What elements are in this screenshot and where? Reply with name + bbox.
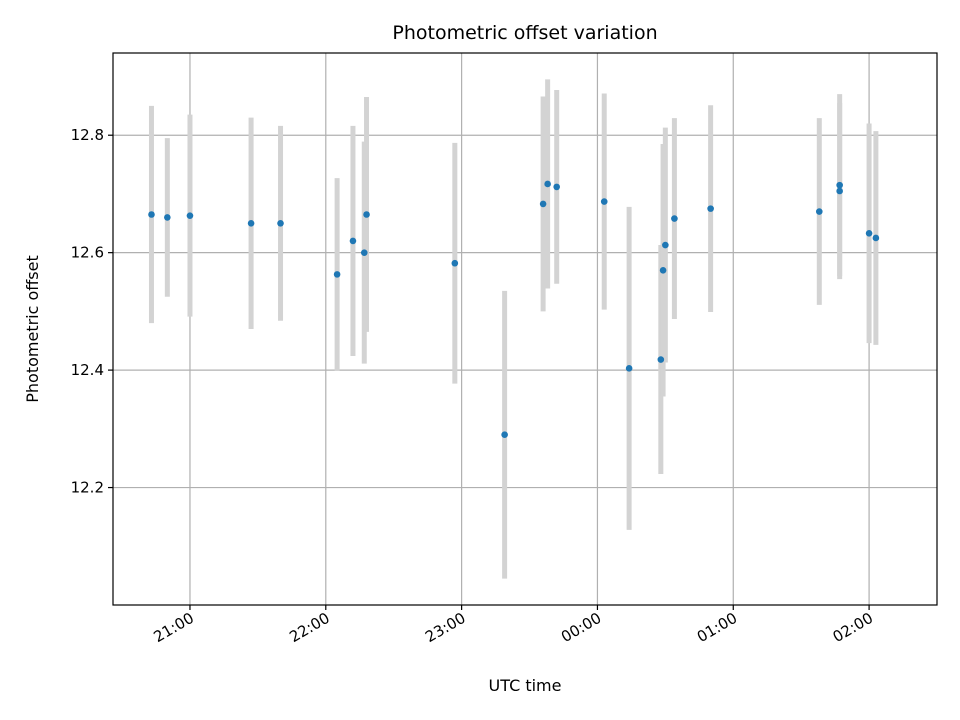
data-point <box>662 241 669 249</box>
data-point <box>247 219 255 227</box>
y-tick-label: 12.6 <box>71 244 104 262</box>
y-tick-label: 12.2 <box>71 479 104 497</box>
chart-title: Photometric offset variation <box>392 22 657 44</box>
data-point <box>671 215 678 222</box>
data-point <box>625 365 633 372</box>
data-point <box>333 271 341 278</box>
data-point <box>865 229 873 237</box>
y-axis-label: Photometric offset <box>23 255 42 403</box>
data-point <box>363 211 370 218</box>
data-point <box>600 198 608 205</box>
data-point <box>815 208 823 215</box>
data-point <box>501 431 508 439</box>
x-axis-label: UTC time <box>489 676 562 695</box>
data-point <box>872 234 880 242</box>
data-point <box>277 219 284 227</box>
y-tick-label: 12.8 <box>71 126 104 144</box>
data-point <box>349 237 357 245</box>
data-point <box>539 200 547 208</box>
plot-frame <box>112 52 938 606</box>
y-tick-label: 12.4 <box>71 361 104 379</box>
data-point <box>553 183 560 191</box>
data-point <box>836 187 843 195</box>
data-point <box>707 205 714 212</box>
y-axis-ticks: 12.2 12.4 12.6 12.8 <box>71 126 113 497</box>
data-point <box>451 259 459 267</box>
data-point <box>360 249 368 256</box>
data-point <box>544 180 551 188</box>
data-point <box>186 212 194 219</box>
data-point <box>148 211 155 218</box>
data-point <box>164 214 171 221</box>
data-point <box>836 181 843 189</box>
data-point <box>659 266 667 274</box>
point-layer <box>148 180 880 439</box>
data-point <box>657 356 665 363</box>
